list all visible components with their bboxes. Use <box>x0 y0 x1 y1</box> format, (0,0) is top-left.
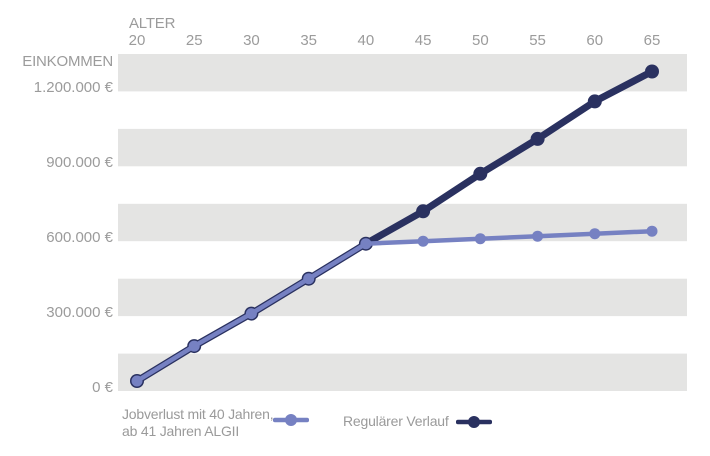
x-tick-label: 40 <box>357 32 375 49</box>
legend-label-jobverlust: Jobverlust mit 40 Jahren, ab 41 Jahren A… <box>122 406 274 440</box>
data-point-jobverlust <box>589 228 601 240</box>
x-tick-label: 50 <box>471 32 489 49</box>
data-point-regulaer <box>587 94 602 109</box>
y-axis-title: EINKOMMEN <box>22 53 113 70</box>
grid-band <box>118 54 687 92</box>
legend-marker-regulaer-icon <box>456 416 492 428</box>
y-tick-label: 900.000 € <box>46 154 113 172</box>
legend-label-regulaer: Regulärer Verlauf <box>343 413 449 429</box>
x-tick-label: 55 <box>529 32 546 49</box>
data-point-jobverlust <box>532 230 544 242</box>
x-tick-label: 65 <box>643 32 661 49</box>
legend-marker-regulaer-dot <box>468 416 480 428</box>
x-tick-label: 30 <box>243 32 260 49</box>
y-tick-label: 0 € <box>92 379 113 396</box>
data-point-jobverlust <box>131 375 143 387</box>
x-tick-label: 45 <box>414 32 432 49</box>
data-point-regulaer <box>530 131 545 146</box>
legend-marker-jobverlust-icon <box>273 414 309 426</box>
data-point-jobverlust <box>474 233 486 245</box>
y-tick-label: 600.000 € <box>46 229 113 247</box>
data-point-jobverlust <box>646 225 658 237</box>
y-tick-label: 1.200.000 € <box>33 79 113 97</box>
series-line-jobverlust <box>134 228 655 384</box>
data-point-jobverlust <box>417 235 429 247</box>
data-point-regulaer <box>416 204 431 219</box>
grid-band <box>118 353 687 391</box>
data-point-regulaer <box>473 166 488 181</box>
x-tick-label: 25 <box>185 32 203 49</box>
x-axis-title: ALTER <box>129 15 176 32</box>
x-tick-label: 60 <box>586 32 604 49</box>
data-point-jobverlust <box>303 273 315 285</box>
y-tick-label: 300.000 € <box>46 304 113 322</box>
x-tick-label: 20 <box>128 32 146 49</box>
data-point-jobverlust <box>188 340 200 352</box>
grid-band <box>118 278 687 317</box>
data-point-regulaer <box>645 64 659 79</box>
data-point-jobverlust <box>360 238 372 250</box>
x-tick-label: 35 <box>300 32 317 49</box>
legend-label-jobverlust-line1: Jobverlust mit 40 Jahren, <box>122 406 274 422</box>
legend-label-jobverlust-line2: ab 41 Jahren ALGII <box>122 423 240 439</box>
data-point-jobverlust <box>245 308 257 320</box>
legend-marker-jobverlust-dot <box>285 414 297 426</box>
grid-band <box>118 128 687 167</box>
